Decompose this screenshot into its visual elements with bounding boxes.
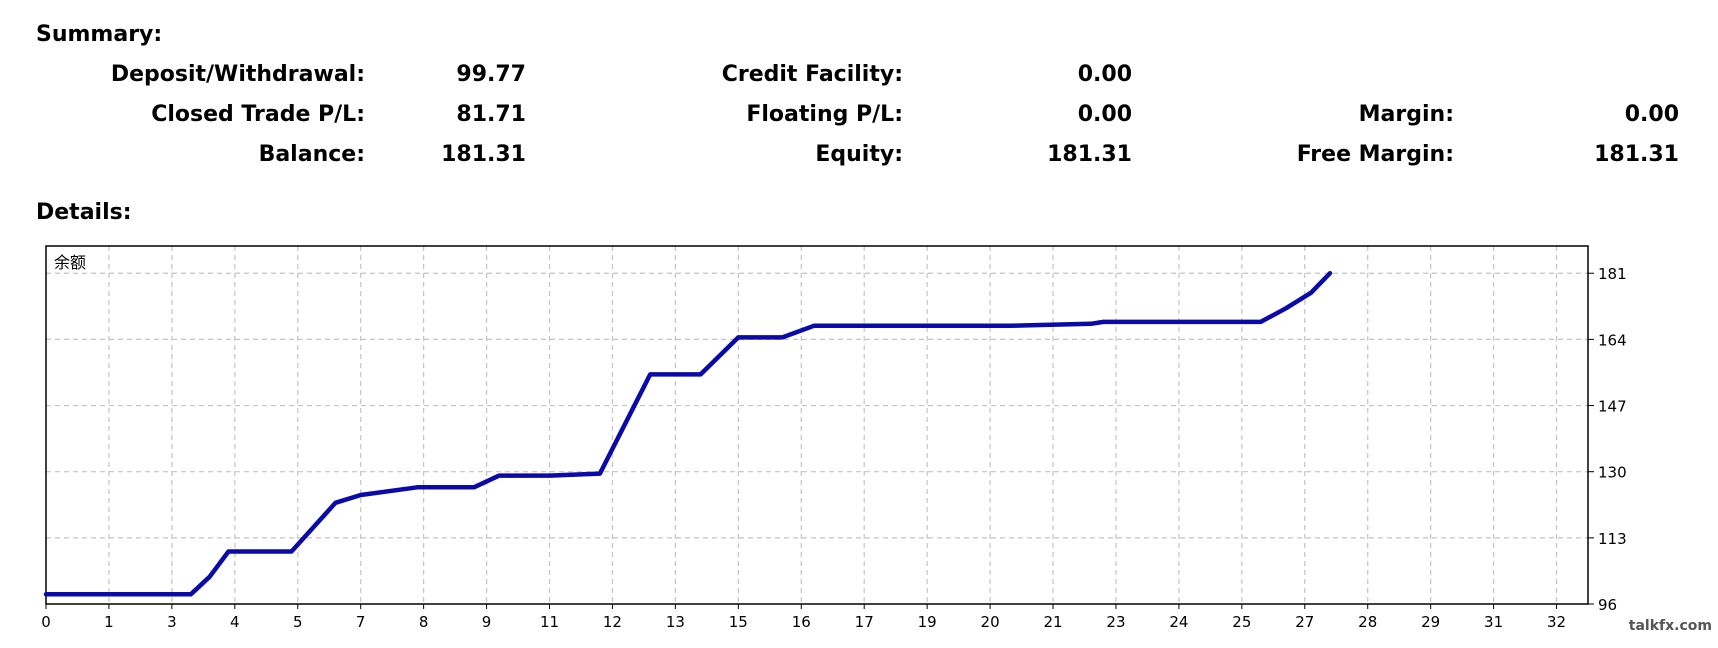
x-tick-label: 11 [540,613,559,631]
x-tick-label: 17 [855,613,874,631]
y-tick-label: 130 [1598,464,1627,482]
x-tick-label: 23 [1106,613,1125,631]
x-tick-label: 5 [293,613,303,631]
x-tick-label: 16 [792,613,811,631]
x-tick-label: 12 [603,613,622,631]
balance-label: Balance: [258,142,365,167]
balance-series-line [43,270,1333,597]
x-tick-label: 28 [1358,613,1377,631]
x-tick-label: 7 [356,613,366,631]
x-tick-label: 3 [167,613,177,631]
x-tick-label: 8 [419,613,429,631]
x-tick-label: 20 [981,613,1000,631]
x-tick-label: 9 [482,613,492,631]
x-tick-label: 29 [1421,613,1440,631]
x-tick-label: 13 [666,613,685,631]
free-margin-label: Free Margin: [1296,142,1454,167]
x-tick-label: 19 [918,613,937,631]
x-tick-label: 15 [729,613,748,631]
x-tick-label: 27 [1295,613,1314,631]
watermark: talkfx.com [1628,618,1712,634]
equity-value: 181.31 [1047,142,1132,167]
deposit-label: Deposit/Withdrawal: [110,62,365,87]
chart-title: 余额 [54,253,86,272]
x-tick-label: 25 [1232,613,1251,631]
margin-label: Margin: [1358,102,1454,127]
x-tick-label: 32 [1547,613,1566,631]
x-tick-label: 0 [41,613,51,631]
y-tick-label: 96 [1598,596,1617,614]
x-tick-label: 4 [230,613,240,631]
margin-value: 0.00 [1624,102,1679,127]
floating-pl-label: Floating P/L: [746,102,903,127]
deposit-value: 99.77 [456,62,526,87]
closed-trade-pl-value: 81.71 [456,102,526,127]
closed-trade-pl-label: Closed Trade P/L: [151,102,365,127]
free-margin-value: 181.31 [1594,142,1679,167]
y-tick-label: 147 [1598,398,1627,416]
summary-title: Summary: [36,22,163,47]
floating-pl-value: 0.00 [1077,102,1132,127]
equity-label: Equity: [815,142,903,167]
plot-frame [45,245,1589,605]
details-title: Details: [36,200,132,225]
y-tick-label: 113 [1598,530,1627,548]
x-tick-label: 31 [1484,613,1503,631]
y-tick-label: 164 [1598,331,1627,349]
x-tick-label: 21 [1043,613,1062,631]
x-tick-label: 24 [1169,613,1188,631]
y-tick-label: 181 [1598,265,1627,283]
x-tick-label: 1 [104,613,114,631]
credit-facility-label: Credit Facility: [721,62,903,87]
credit-facility-value: 0.00 [1077,62,1132,87]
balance-value: 181.31 [441,142,526,167]
